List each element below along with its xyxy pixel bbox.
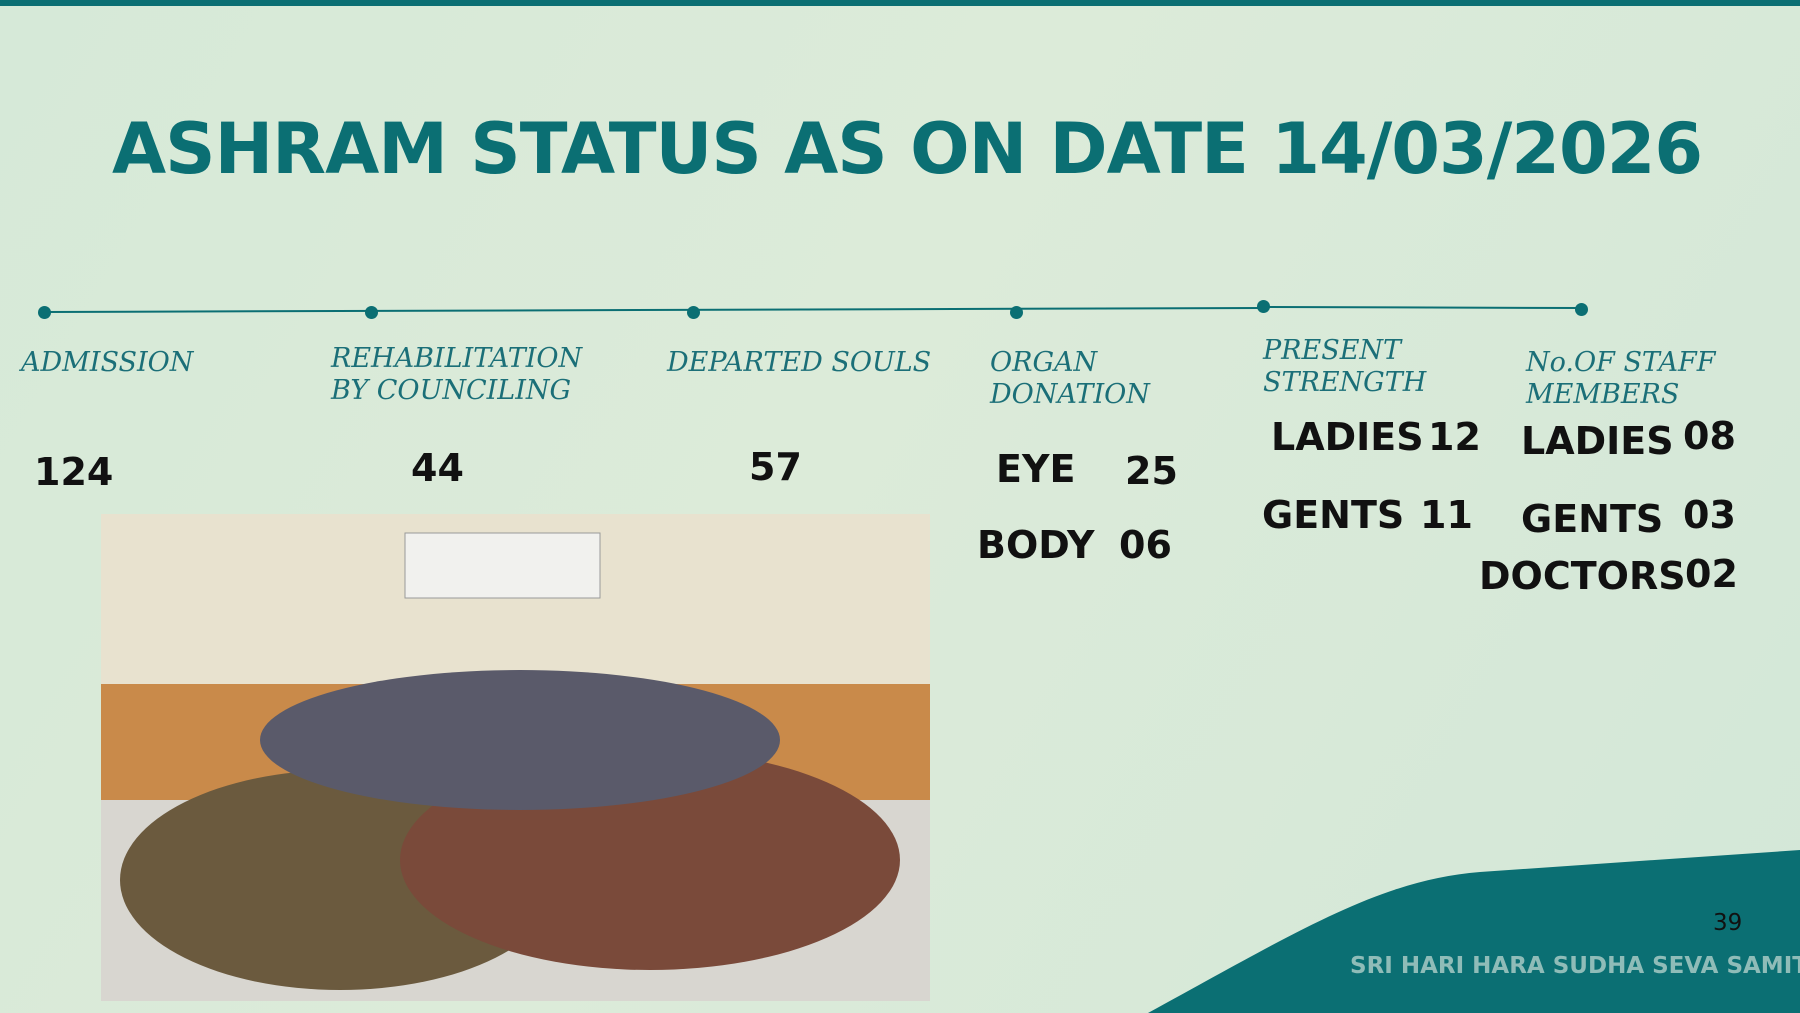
timeline-dot: [365, 306, 378, 319]
item-name: LADIES: [1521, 419, 1674, 463]
item-value: 124: [34, 450, 114, 494]
item-name: EYE: [996, 447, 1076, 491]
timeline-dot: [1257, 300, 1270, 313]
item-name: DOCTORS: [1479, 554, 1686, 598]
item-value: 57: [749, 445, 802, 489]
item-name: BODY: [977, 523, 1095, 567]
item-name: LADIES: [1271, 415, 1424, 459]
timeline-dot: [1575, 303, 1588, 316]
timeline-dot: [38, 306, 51, 319]
title: ASHRAM STATUS AS ON DATE 14/03/2026: [112, 108, 1703, 190]
corner-shape: [1148, 850, 1800, 1013]
organization: SRI HARI HARA SUDHA SEVA SAMITHI: [1350, 953, 1800, 979]
photo: [101, 514, 930, 1001]
timeline-line: [1262, 306, 1582, 309]
page-number: 39: [1713, 910, 1743, 936]
timeline-line: [43, 307, 1264, 313]
item-label: PRESENT STRENGTH: [1263, 335, 1427, 398]
item-value: 08: [1683, 414, 1736, 458]
item-value: 06: [1119, 523, 1172, 567]
item-label: DEPARTED SOULS: [667, 347, 932, 378]
item-value: 02: [1685, 552, 1738, 596]
item-value: 03: [1683, 493, 1736, 537]
item-value: 44: [411, 446, 464, 490]
item-name: GENTS: [1521, 497, 1664, 541]
item-value: 25: [1125, 449, 1178, 493]
item-value: 12: [1428, 415, 1481, 459]
item-label: ADMISSION: [21, 347, 194, 378]
timeline-dot: [1010, 306, 1023, 319]
timeline-dot: [687, 306, 700, 319]
item-value: 11: [1420, 493, 1473, 537]
item-label: ORGAN DONATION: [990, 347, 1150, 410]
item-label: REHABILITATION BY COUNCILING: [331, 343, 583, 406]
item-label: No.OF STAFF MEMBERS: [1526, 347, 1716, 410]
top-bar: [0, 0, 1800, 6]
item-name: GENTS: [1262, 493, 1405, 537]
